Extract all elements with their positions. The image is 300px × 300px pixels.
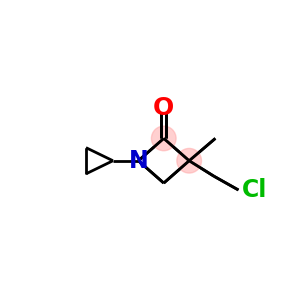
Text: Cl: Cl — [242, 178, 267, 202]
Text: N: N — [128, 149, 148, 173]
Text: O: O — [153, 96, 174, 120]
Circle shape — [177, 148, 202, 173]
Circle shape — [152, 126, 176, 151]
